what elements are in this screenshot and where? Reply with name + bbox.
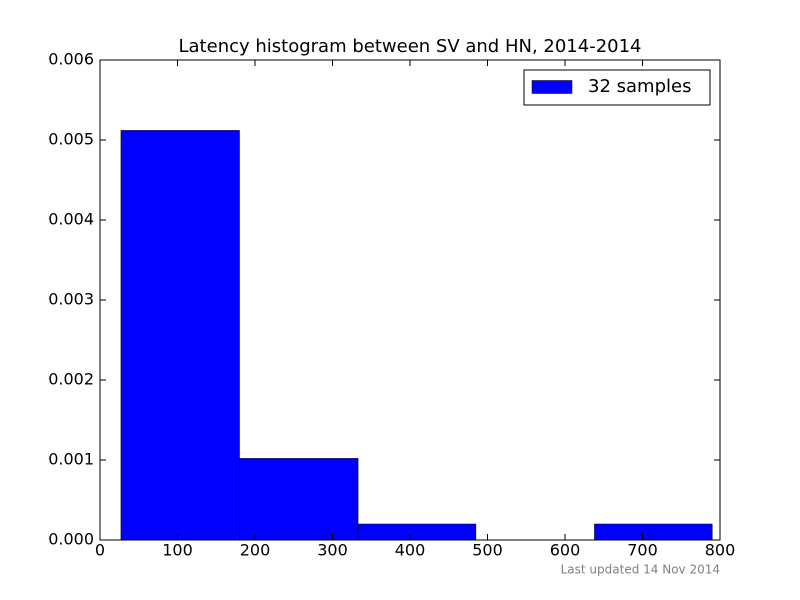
y-tick-label: 0.005 — [48, 130, 94, 149]
y-tick-label: 0.001 — [48, 450, 94, 469]
x-tick-label: 500 — [472, 541, 503, 560]
chart-title: Latency histogram between SV and HN, 201… — [179, 36, 642, 57]
x-tick-label: 0 — [95, 541, 105, 560]
x-tick-label: 300 — [317, 541, 348, 560]
legend-swatch — [531, 80, 573, 94]
histogram-bar — [120, 130, 240, 541]
x-tick-label: 800 — [705, 541, 736, 560]
legend-label: 32 samples — [588, 76, 691, 97]
histogram-bar — [357, 523, 477, 541]
y-tick-label: 0.006 — [48, 50, 94, 69]
x-tick-label: 700 — [627, 541, 658, 560]
histogram-bar — [594, 523, 713, 541]
x-tick-label: 100 — [162, 541, 193, 560]
y-tick-label: 0.004 — [48, 210, 94, 229]
x-tick-label: 400 — [395, 541, 426, 560]
y-tick-label: 0.000 — [48, 530, 94, 549]
histogram-bar — [239, 458, 359, 541]
footer-note: Last updated 14 Nov 2014 — [561, 563, 720, 577]
y-tick-label: 0.002 — [48, 370, 94, 389]
y-tick-label: 0.003 — [48, 290, 94, 309]
x-tick-label: 600 — [550, 541, 581, 560]
x-tick-label: 200 — [240, 541, 271, 560]
